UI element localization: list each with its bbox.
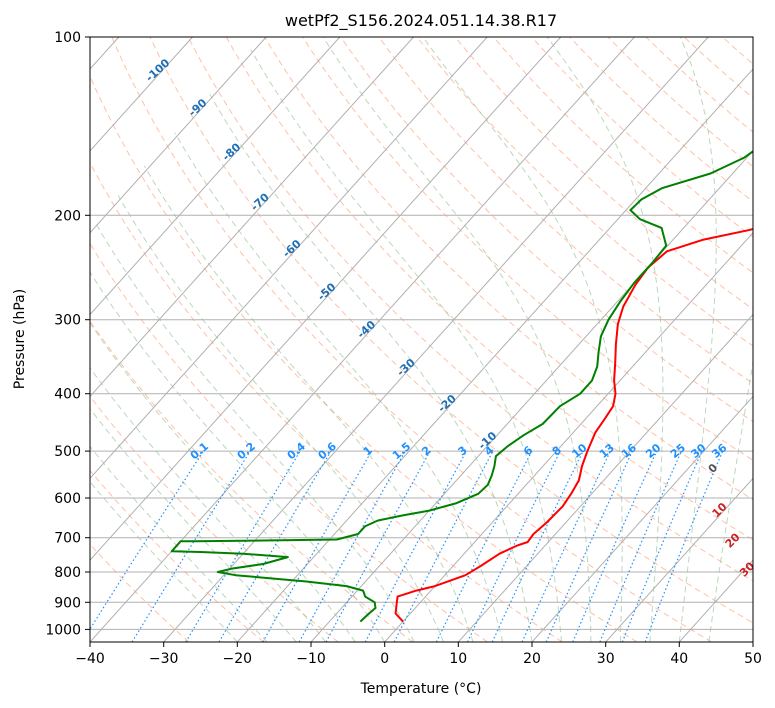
dry-adiabat-line <box>225 37 753 541</box>
mixing-ratio-line <box>131 450 251 642</box>
mixing-ratio-line <box>90 450 204 631</box>
dry-adiabat-line <box>187 37 753 582</box>
moist-adiabat-line <box>708 359 753 642</box>
dry-adiabat-line <box>90 161 563 642</box>
dry-adiabat-line <box>378 37 753 384</box>
x-tick-label: −20 <box>223 651 253 667</box>
mixing-ratio-line <box>298 450 406 642</box>
dry-adiabat-line <box>607 37 753 168</box>
isotherm-line <box>457 313 753 642</box>
x-tick-label: 0 <box>380 651 389 667</box>
moist-adiabat-label: 40 <box>749 591 769 611</box>
chart-title: wetPf2_S156.2024.051.14.38.R17 <box>285 11 557 31</box>
x-tick-label: 30 <box>597 651 615 667</box>
mixing-ratio-line <box>521 450 611 642</box>
isotherm-line <box>90 37 341 316</box>
isotherm-line <box>236 68 753 642</box>
moist-adiabat-line <box>678 37 717 642</box>
moist-adiabat-line <box>322 37 592 642</box>
isotherm-line <box>90 37 267 234</box>
moist-adiabat-line <box>90 322 356 642</box>
x-axis-ticks: −40 −30 −20 −10 0 10 20 30 40 50 <box>75 642 762 667</box>
pressure-gridlines <box>90 37 753 630</box>
x-tick-label: −30 <box>149 651 179 667</box>
y-tick-label: 300 <box>54 313 81 329</box>
mixing-ratio-line <box>466 450 561 642</box>
y-axis-ticks: 100 200 300 400 500 600 700 800 900 1000 <box>45 30 90 638</box>
y-tick-label: 600 <box>54 491 81 507</box>
moist-adiabat-line <box>143 165 474 642</box>
dry-adiabat-line <box>340 37 753 423</box>
plot-frame <box>89 36 754 643</box>
dry-adiabat-line <box>416 37 753 347</box>
dry-adiabat-line <box>493 37 753 274</box>
plot-area: 0.1 0.2 0.4 0.6 1 1.5 2 3 4 6 8 10 13 16 20 25 30 36 -100… <box>90 37 775 642</box>
x-tick-label: 10 <box>449 651 467 667</box>
y-tick-label: 400 <box>54 387 81 403</box>
dry-adiabat-line <box>90 320 414 642</box>
isotherm-line <box>90 37 414 398</box>
mixing-ratio-line <box>325 450 431 642</box>
x-axis-title: Temperature (°C) <box>360 681 482 697</box>
dry-adiabat-line <box>149 37 753 624</box>
moist-adiabat-line <box>546 37 664 642</box>
isotherm-line <box>90 37 193 152</box>
dry-adiabat-line <box>90 75 638 642</box>
temperature-profile-line <box>394 228 753 623</box>
x-tick-label: −40 <box>75 651 105 667</box>
isotherm-line <box>310 150 753 642</box>
y-tick-label: 900 <box>54 595 81 611</box>
moist-adiabat-line <box>94 221 415 642</box>
moist-adiabat-line <box>209 94 533 642</box>
dry-adiabat-line <box>761 37 775 642</box>
dewpoint-profile-line <box>170 150 753 623</box>
dry-adiabat-line <box>111 37 712 642</box>
moist-adiabat-line <box>90 367 327 642</box>
profile-series <box>170 150 753 623</box>
y-tick-label: 1000 <box>45 622 81 638</box>
isotherm-line <box>90 37 488 480</box>
y-tick-label: 700 <box>54 531 81 547</box>
moist-adiabat-line <box>422 37 623 642</box>
isotherm-line <box>90 37 562 561</box>
moist-adiabat-line <box>90 481 238 642</box>
y-tick-label: 200 <box>54 208 81 224</box>
mixing-ratio-line <box>621 450 703 642</box>
mixing-ratio-line <box>599 450 682 642</box>
isotherm-line <box>384 232 753 642</box>
moist-adiabat-line <box>90 271 386 642</box>
moist-adiabat-line <box>117 195 445 642</box>
dry-adiabat-line <box>90 242 488 642</box>
x-tick-label: 40 <box>670 651 688 667</box>
moist-adiabat-line <box>250 49 562 642</box>
isotherm-line <box>531 395 753 642</box>
y-tick-label: 800 <box>54 565 81 581</box>
isotherm-line <box>752 641 753 642</box>
isotherm-line <box>605 477 753 642</box>
y-tick-label: 100 <box>54 30 81 46</box>
x-tick-label: 20 <box>523 651 541 667</box>
y-axis-title: Pressure (hPa) <box>12 289 28 389</box>
mixing-ratio-line <box>262 450 373 642</box>
x-tick-label: 50 <box>744 651 762 667</box>
mixing-ratio-line <box>218 450 332 642</box>
x-tick-label: −10 <box>296 651 326 667</box>
mixing-ratio-line <box>185 450 301 642</box>
dry-adiabat-line <box>454 37 753 310</box>
y-tick-label: 500 <box>54 444 81 460</box>
mixing-ratio-line <box>545 450 634 642</box>
dry-adiabat-line <box>264 37 753 501</box>
mixing-ratio-line <box>491 450 584 642</box>
